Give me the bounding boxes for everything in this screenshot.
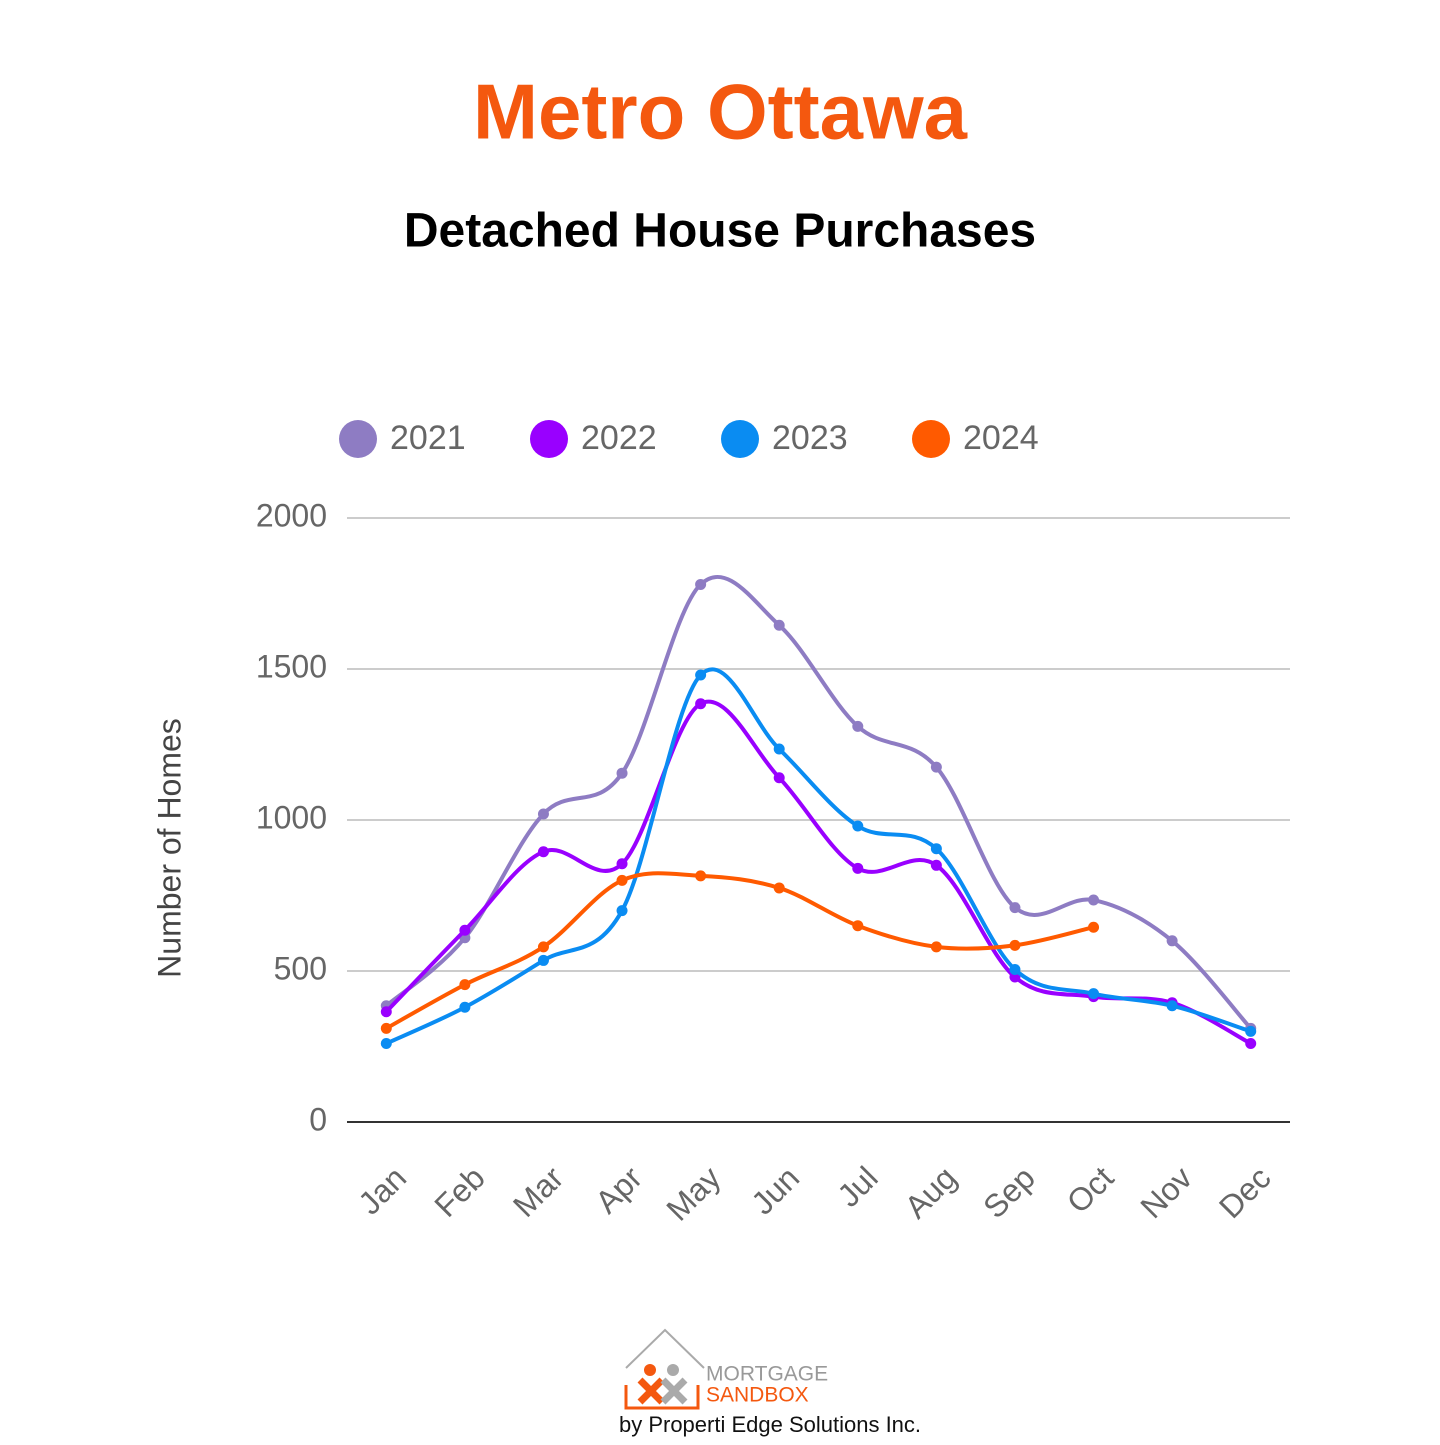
- y-tick-label: 1500: [256, 648, 327, 684]
- data-point: [852, 820, 864, 832]
- logo-x: [660, 1377, 688, 1405]
- x-tick-label: Jun: [744, 1159, 806, 1221]
- data-point: [1166, 1000, 1178, 1012]
- data-point: [930, 859, 942, 871]
- y-axis-label: Number of Homes: [151, 718, 187, 978]
- x-tick-label: Nov: [1133, 1159, 1199, 1225]
- logo: MORTGAGE SANDBOX by Properti Edge Soluti…: [619, 1328, 921, 1437]
- x-tick-label: Oct: [1060, 1159, 1121, 1220]
- y-tick-label: 500: [274, 950, 327, 986]
- logo-roof: [625, 1328, 705, 1369]
- data-point: [537, 941, 549, 953]
- data-point: [1088, 988, 1100, 1000]
- series-line: [385, 871, 1094, 1031]
- series: [380, 870, 1100, 1034]
- data-point: [773, 772, 785, 784]
- y-tick-label: 2000: [256, 497, 327, 533]
- series-line: [384, 699, 1252, 1046]
- data-point: [380, 1037, 392, 1049]
- data-point: [380, 1022, 392, 1034]
- logo-box: [624, 1385, 700, 1410]
- series: [380, 698, 1257, 1049]
- chart-subtitle: Detached House Purchases: [404, 205, 1036, 258]
- data-point: [616, 905, 628, 917]
- data-point: [695, 870, 707, 882]
- logo-person: [667, 1364, 679, 1376]
- data-point: [773, 619, 785, 631]
- legend-swatch: [912, 420, 950, 458]
- logo-text: SANDBOX: [706, 1384, 809, 1407]
- data-point: [459, 924, 471, 936]
- x-tick-label: Apr: [588, 1159, 649, 1220]
- legend-label: 2021: [390, 419, 466, 457]
- x-tick-label: May: [659, 1159, 727, 1227]
- data-point: [616, 858, 628, 870]
- data-point: [459, 1001, 471, 1013]
- data-point: [930, 761, 942, 773]
- data-point: [773, 743, 785, 755]
- legend-label: 2023: [772, 419, 848, 457]
- logo-x: [637, 1377, 665, 1405]
- legend-label: 2022: [581, 419, 657, 457]
- data-point: [695, 669, 707, 681]
- data-point: [1166, 935, 1178, 947]
- data-point: [1009, 963, 1021, 975]
- legend-swatch: [339, 420, 377, 458]
- legend-swatch: [721, 420, 759, 458]
- data-point: [852, 720, 864, 732]
- series: [380, 667, 1257, 1049]
- data-point: [459, 979, 471, 991]
- data-point: [537, 846, 549, 858]
- data-point: [616, 874, 628, 886]
- data-point: [930, 843, 942, 855]
- data-point: [1009, 939, 1021, 951]
- data-point: [695, 698, 707, 710]
- y-tick-label: 0: [309, 1101, 327, 1137]
- x-tick-label: Jul: [830, 1159, 884, 1213]
- x-tick-label: Sep: [976, 1159, 1042, 1225]
- legend-swatch: [530, 420, 568, 458]
- logo-text: MORTGAGE: [706, 1363, 828, 1386]
- data-point: [1009, 902, 1021, 914]
- legend-label: 2024: [963, 419, 1039, 457]
- data-point: [1088, 894, 1100, 906]
- data-point: [1245, 1037, 1257, 1049]
- data-point: [537, 954, 549, 966]
- data-point: [930, 941, 942, 953]
- data-point: [380, 1006, 392, 1018]
- data-point: [852, 862, 864, 874]
- data-point: [1088, 921, 1100, 933]
- x-tick-label: Dec: [1212, 1159, 1278, 1225]
- data-point: [852, 920, 864, 932]
- data-point: [773, 882, 785, 894]
- x-tick-label: Aug: [898, 1159, 964, 1225]
- y-tick-label: 1000: [256, 799, 327, 835]
- x-tick-label: Feb: [427, 1159, 491, 1223]
- data-point: [1245, 1025, 1257, 1037]
- chart-title: Metro Ottawa: [473, 68, 968, 156]
- logo-person: [644, 1364, 656, 1376]
- credit: by Properti Edge Solutions Inc.: [619, 1412, 921, 1437]
- data-point: [695, 578, 707, 590]
- x-tick-label: Jan: [351, 1159, 413, 1221]
- data-point: [537, 808, 549, 820]
- x-tick-label: Mar: [506, 1159, 571, 1224]
- data-point: [616, 767, 628, 779]
